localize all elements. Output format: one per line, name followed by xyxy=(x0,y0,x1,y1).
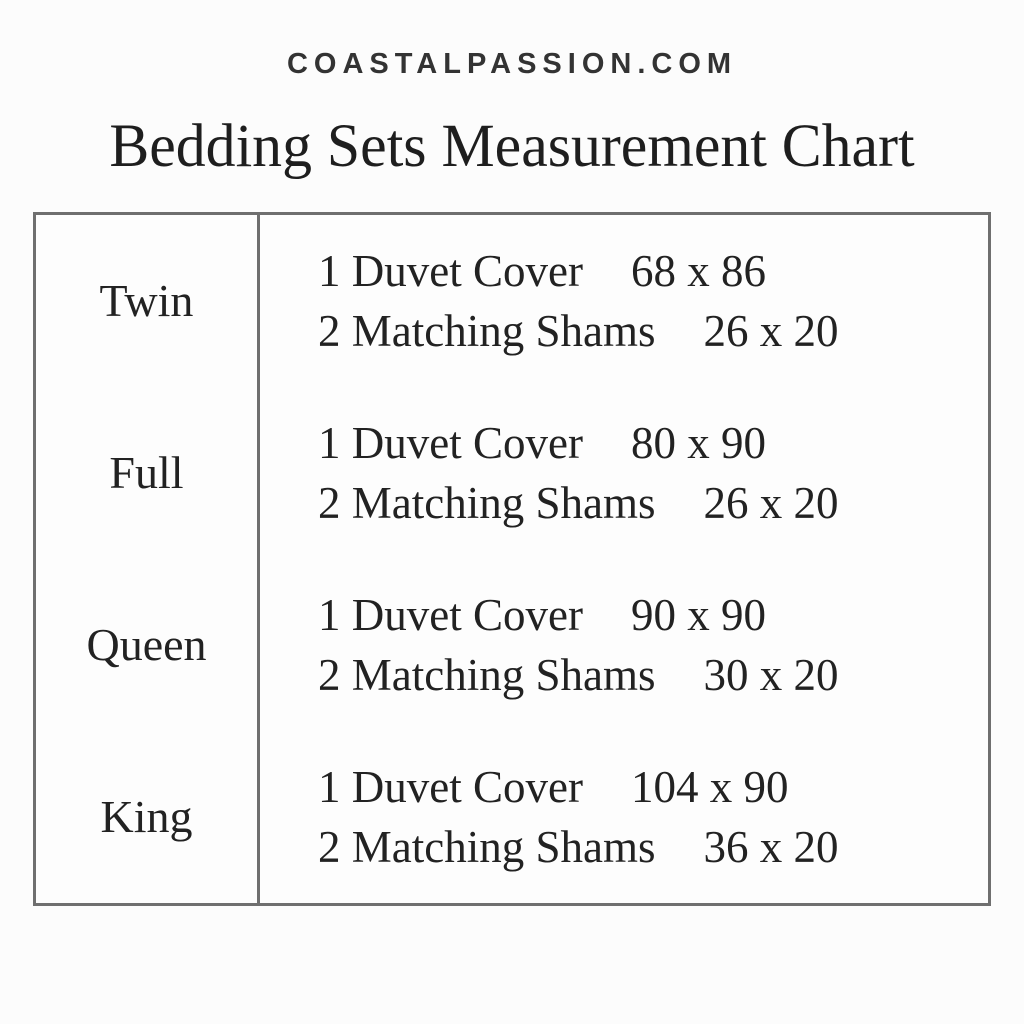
item-line: 1 Duvet Cover 104 x 90 xyxy=(318,757,988,817)
item-label: 1 Duvet Cover xyxy=(318,246,583,296)
item-dimensions: 26 x 20 xyxy=(703,478,839,528)
measurement-table: Twin 1 Duvet Cover 68 x 86 2 Matching Sha… xyxy=(33,212,991,906)
item-label: 1 Duvet Cover xyxy=(318,590,583,640)
item-dimensions: 30 x 20 xyxy=(703,650,839,700)
item-label: 2 Matching Shams xyxy=(318,650,656,700)
item-dimensions: 90 x 90 xyxy=(630,590,766,640)
table-row-items: 1 Duvet Cover 104 x 90 2 Matching Shams 36… xyxy=(260,731,988,903)
item-label: 1 Duvet Cover xyxy=(318,762,583,812)
item-line: 1 Duvet Cover 80 x 90 xyxy=(318,413,988,473)
item-line: 1 Duvet Cover 68 x 86 xyxy=(318,241,988,301)
item-label: 2 Matching Shams xyxy=(318,306,656,356)
table-row-size-label: Queen xyxy=(36,559,260,731)
table-row-size-label: King xyxy=(36,731,260,903)
item-dimensions: 26 x 20 xyxy=(703,306,839,356)
item-line: 2 Matching Shams 26 x 20 xyxy=(318,301,988,361)
page-title: Bedding Sets Measurement Chart xyxy=(109,113,915,180)
item-dimensions: 80 x 90 xyxy=(630,418,766,468)
item-dimensions: 104 x 90 xyxy=(630,762,789,812)
item-line: 2 Matching Shams 36 x 20 xyxy=(318,817,988,877)
item-label: 2 Matching Shams xyxy=(318,822,656,872)
table-row-items: 1 Duvet Cover 90 x 90 2 Matching Shams 30 … xyxy=(260,559,988,731)
table-row-items: 1 Duvet Cover 68 x 86 2 Matching Shams 26 … xyxy=(260,215,988,387)
item-line: 2 Matching Shams 30 x 20 xyxy=(318,645,988,705)
item-label: 2 Matching Shams xyxy=(318,478,656,528)
table-row-size-label: Twin xyxy=(36,215,260,387)
item-dimensions: 68 x 86 xyxy=(630,246,766,296)
item-label: 1 Duvet Cover xyxy=(318,418,583,468)
item-line: 2 Matching Shams 26 x 20 xyxy=(318,473,988,533)
item-dimensions: 36 x 20 xyxy=(703,822,839,872)
site-name: COASTALPASSION.COM xyxy=(286,48,738,80)
item-line: 1 Duvet Cover 90 x 90 xyxy=(318,585,988,645)
table-row-size-label: Full xyxy=(36,387,260,559)
table-row-items: 1 Duvet Cover 80 x 90 2 Matching Shams 26 … xyxy=(260,387,988,559)
